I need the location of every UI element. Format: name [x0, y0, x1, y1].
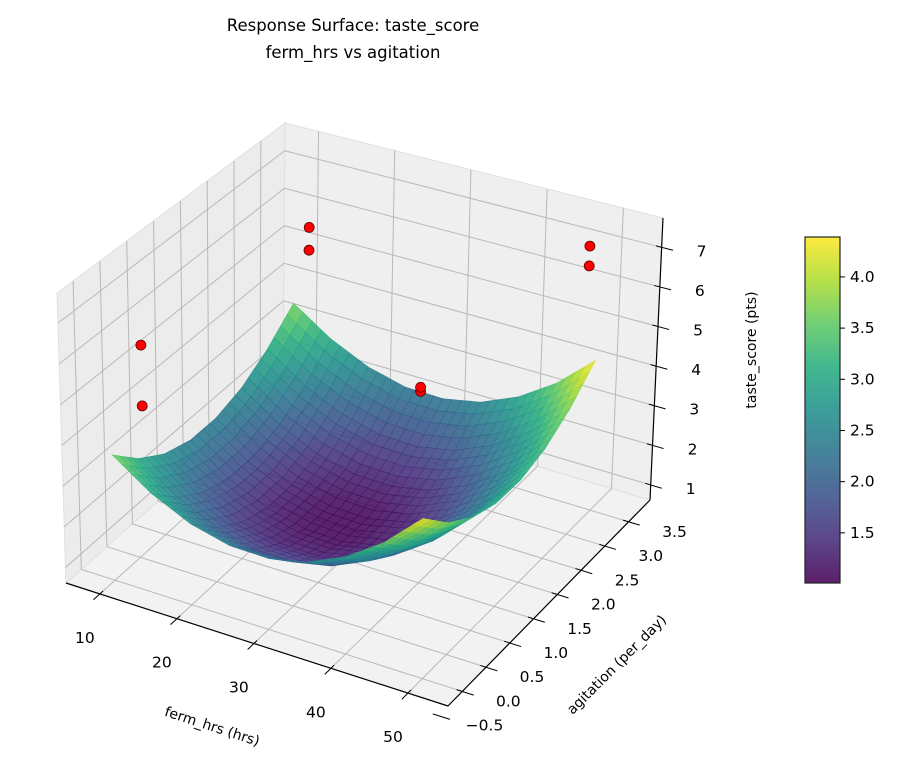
y-gridline: [179, 200, 184, 479]
z-tick: [645, 482, 662, 489]
scatter-point: [303, 244, 315, 256]
y-gridline: [106, 546, 487, 668]
y-tick-label: 2.0: [591, 596, 616, 614]
y-tick: [622, 519, 640, 526]
y-gridline: [153, 220, 159, 502]
scatter-point: [135, 339, 147, 351]
z-gridline: [62, 300, 284, 487]
z-gridline: [284, 150, 662, 248]
x-tick: [93, 590, 104, 601]
z-gridline: [58, 187, 285, 365]
z-tick: [648, 403, 666, 410]
colorbar: 1.5 2.0 2.5 3.0 3.5 4.0: [804, 236, 875, 584]
x-axis-label: ferm_hrs (hrs): [162, 704, 261, 750]
y-tick-label: 2.5: [615, 571, 640, 589]
x-gridline: [330, 465, 538, 669]
x-tick-label: 10: [75, 629, 95, 647]
z-tick-label: 3: [689, 401, 699, 419]
x-gridline: [389, 150, 396, 422]
y-gridline: [132, 523, 510, 644]
y-tick: [432, 713, 451, 720]
z-gridline: [57, 150, 286, 324]
z-axis-label: taste_score (pts): [744, 291, 760, 408]
colorbar-tick-label: 2.0: [850, 473, 875, 491]
x-tick-label: 50: [383, 728, 403, 746]
y-tick: [575, 568, 593, 575]
y-axis-line: [447, 499, 651, 707]
z-tick-label: 1: [686, 480, 696, 498]
y-tick-label: 3.0: [638, 547, 663, 565]
x-tick: [401, 689, 412, 700]
scatter-points: [135, 221, 596, 412]
y-gridline: [99, 260, 108, 547]
z-gridline: [284, 187, 660, 288]
z-axis-line: [649, 217, 664, 501]
y-tick: [503, 640, 522, 648]
scatter-point: [136, 400, 148, 412]
y-tick: [551, 592, 569, 599]
y-tick-label: 0.5: [520, 668, 545, 686]
colorbar-tick-label: 4.0: [850, 268, 875, 286]
surface: [111, 302, 597, 567]
axes: 10 20 30 40 50 −0.5 0.0 0.5 1.0 1.5 2.0 2.5 3.0 3.5 1 2…: [65, 217, 707, 746]
z-gridline: [61, 262, 285, 446]
y-tick: [480, 664, 498, 672]
z-tick-label: 7: [697, 242, 707, 260]
scatter-point: [584, 240, 596, 252]
z-tick: [646, 443, 664, 450]
z-tick: [654, 284, 672, 291]
z-tick-label: 4: [691, 361, 701, 379]
y-gridline: [81, 568, 463, 692]
y-gridline: [126, 240, 133, 524]
colorbar-tick-label: 1.5: [850, 524, 875, 542]
y-gridline: [72, 280, 82, 570]
x-tick-label: 40: [306, 703, 326, 721]
z-gridline: [60, 225, 285, 405]
z-tick-label: 5: [693, 322, 703, 340]
z-gridline: [63, 337, 284, 528]
x-gridline: [407, 488, 612, 694]
x-gridline: [463, 169, 472, 445]
y-tick: [527, 616, 545, 623]
surface-facet: [412, 518, 431, 526]
colorbar-gradient: [805, 237, 840, 583]
x-tick-label: 20: [152, 654, 172, 672]
gridlines: [57, 131, 662, 694]
colorbar-frame: [804, 236, 841, 584]
z-tick: [652, 324, 670, 331]
scatter-point: [303, 221, 315, 233]
x-tick: [247, 640, 258, 650]
y-gridline: [206, 180, 210, 456]
z-tick: [650, 364, 668, 370]
scatter-point: [415, 381, 427, 393]
y-tick: [456, 689, 474, 696]
z-tick-label: 2: [688, 440, 698, 458]
y-tick-label: 1.0: [543, 644, 568, 662]
y-tick-label: −0.5: [466, 717, 504, 735]
x-tick: [170, 615, 181, 625]
colorbar-tick-label: 2.5: [850, 421, 875, 439]
colorbar-tick-label: 3.5: [850, 319, 875, 337]
y-tick-label: 1.5: [567, 620, 592, 638]
scatter-point: [583, 260, 595, 272]
x-gridline: [611, 208, 624, 489]
x-axis-line: [65, 582, 449, 707]
y-tick: [599, 543, 617, 550]
chart-title-line-2: ferm_hrs vs agitation: [266, 43, 441, 63]
z-gridline: [283, 262, 657, 367]
x-tick: [324, 664, 335, 675]
x-tick-label: 30: [229, 679, 249, 697]
y-tick-label: 3.5: [662, 523, 687, 541]
z-gridline: [283, 300, 655, 407]
z-gridline: [284, 225, 659, 328]
z-tick-label: 6: [695, 282, 705, 300]
colorbar-tick-label: 3.0: [850, 370, 875, 388]
z-tick: [655, 245, 674, 251]
colorbar-ticks: 1.5 2.0 2.5 3.0 3.5 4.0: [840, 268, 875, 542]
y-tick-label: 0.0: [496, 693, 521, 711]
chart-title-line-1: Response Surface: taste_score: [227, 16, 480, 36]
